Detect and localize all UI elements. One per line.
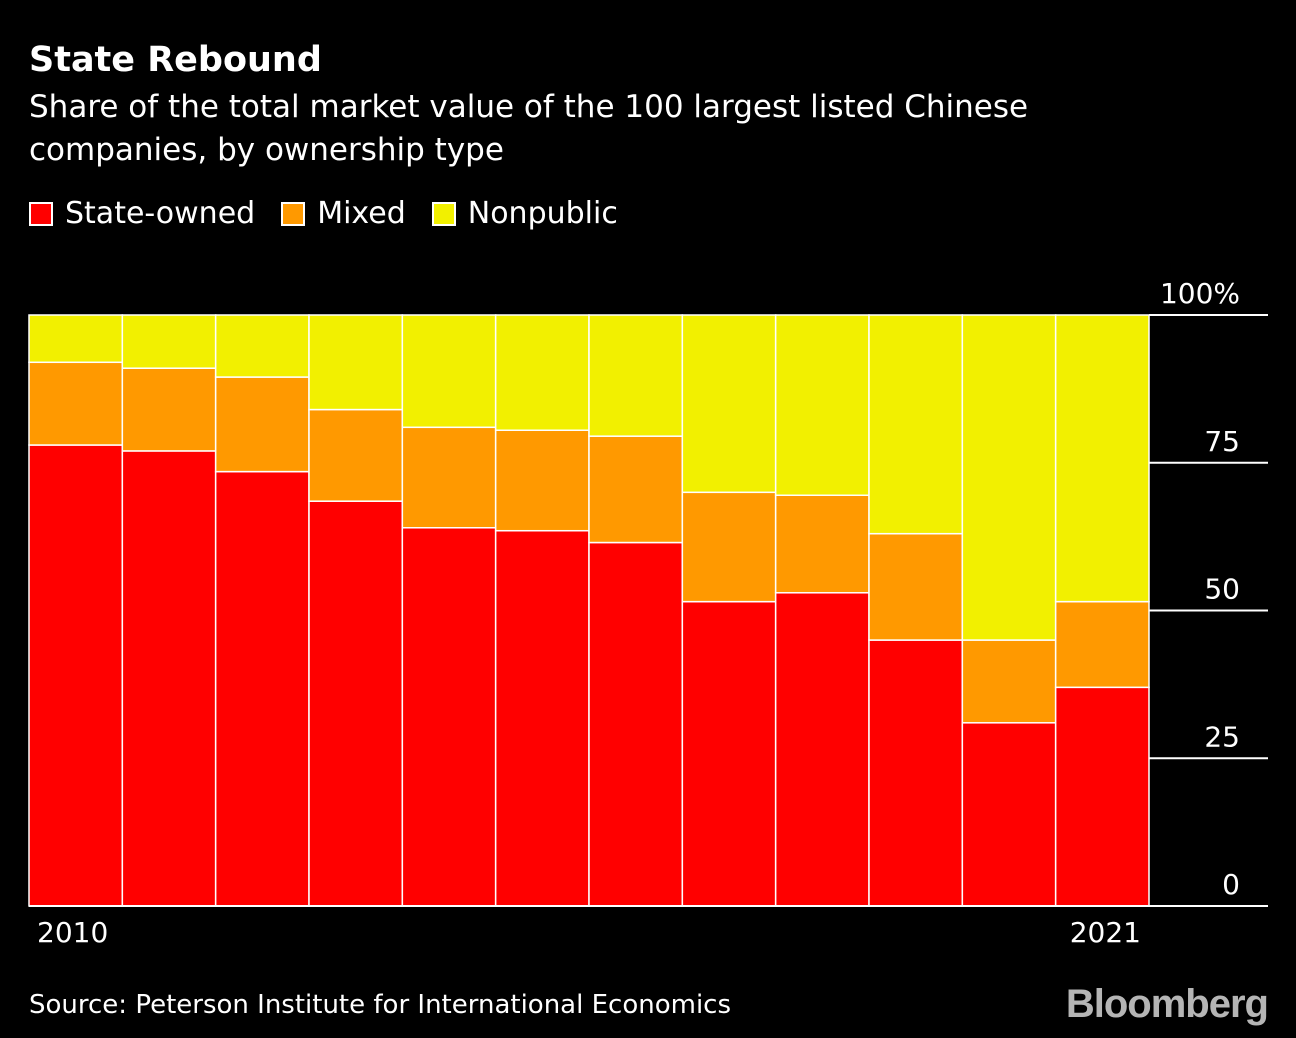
bar-mixed-2011 [121,367,217,452]
bar-state-owned-2010 [28,444,124,907]
y-tick-label-50: 50 [1204,573,1240,606]
legend-swatch-nonpublic [431,201,456,226]
legend: State-owned Mixed Nonpublic [29,196,644,231]
source-note: Source: Peterson Institute for Internati… [29,990,732,1020]
bar-mixed-2017 [681,491,777,603]
y-tick-label-25: 25 [1204,720,1240,753]
bar-mixed-2019 [868,532,964,641]
bar-mixed-2018 [774,494,870,594]
bar-nonpublic-2012 [214,314,310,378]
legend-item-state-owned: State-owned [29,196,255,231]
bar-nonpublic-2018 [774,314,870,497]
legend-swatch-state-owned [29,201,53,226]
bar-state-owned-2012 [214,470,310,907]
chart-title: State Rebound [29,40,322,80]
bar-mixed-2016 [588,435,684,544]
stacked-bar-chart: 0 25 50 75 100% 2010 2021 [28,277,1268,949]
bar-state-owned-2011 [121,450,217,907]
legend-label-nonpublic: Nonpublic [467,196,618,231]
chart-subtitle: Share of the total market value of the 1… [29,89,1029,168]
bar-state-owned-2014 [401,527,497,907]
y-tick-label-100: 100% [1160,277,1240,310]
bar-state-owned-2020 [961,722,1057,907]
y-tick-label-75: 75 [1204,425,1240,458]
bar-state-owned-2021 [1054,686,1150,907]
x-tick-label-first: 2010 [37,916,108,949]
legend-label-state-owned: State-owned [65,196,256,231]
bar-nonpublic-2020 [961,314,1057,641]
bar-mixed-2021 [1054,600,1150,689]
legend-item-mixed: Mixed [281,196,406,231]
legend-item-nonpublic: Nonpublic [431,196,618,231]
x-tick-label-last: 2021 [1070,916,1141,949]
bar-nonpublic-2021 [1054,314,1150,603]
y-tick-label-0: 0 [1222,868,1240,901]
bar-nonpublic-2011 [121,314,217,369]
bar-mixed-2015 [494,429,590,532]
bar-state-owned-2018 [774,592,870,907]
bar-state-owned-2015 [494,529,590,907]
legend-swatch-mixed [281,201,306,226]
bar-nonpublic-2014 [401,314,497,429]
bar-state-owned-2013 [308,500,404,907]
bar-mixed-2012 [214,376,310,473]
bar-state-owned-2016 [588,541,684,907]
bar-mixed-2013 [308,408,404,502]
bar-nonpublic-2013 [308,314,404,411]
bloomberg-logo: Bloomberg [1065,982,1269,1026]
legend-label-mixed: Mixed [317,196,406,231]
bar-state-owned-2019 [868,639,964,907]
bar-nonpublic-2010 [28,314,124,364]
bar-state-owned-2017 [681,600,777,907]
bar-mixed-2020 [961,639,1057,724]
bar-nonpublic-2015 [494,314,590,431]
bar-mixed-2014 [401,426,497,529]
bar-nonpublic-2016 [588,314,684,437]
bar-nonpublic-2019 [868,314,964,535]
bar-mixed-2010 [28,361,124,446]
bar-nonpublic-2017 [681,314,777,494]
